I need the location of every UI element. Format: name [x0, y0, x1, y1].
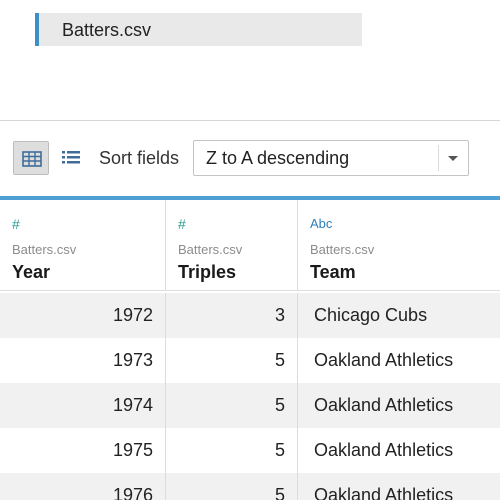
- year-cell[interactable]: 1975: [0, 428, 166, 473]
- team-cell[interactable]: Chicago Cubs: [314, 305, 428, 325]
- triples-cell[interactable]: 5: [166, 338, 298, 383]
- year-cell[interactable]: 1976: [0, 473, 166, 500]
- toolbar-divider: [0, 120, 500, 121]
- column-source: Batters.csv: [310, 242, 375, 257]
- triples-cell[interactable]: 5: [166, 473, 298, 500]
- column-name: Year: [12, 262, 51, 282]
- triples-cell[interactable]: 3: [166, 293, 298, 338]
- header-accent-bar: [0, 196, 500, 200]
- table-row: 1972 3 Chicago Cubs: [0, 293, 500, 338]
- team-cell[interactable]: Oakland Athletics: [314, 395, 454, 415]
- table-row: 1973 5 Oakland Athletics: [0, 338, 500, 383]
- sort-fields-label: Sort fields: [99, 148, 180, 168]
- data-grid: # Batters.csv Year # Batters.csv Triples…: [0, 196, 500, 500]
- triples-cell[interactable]: 5: [166, 428, 298, 473]
- table-row: 1974 5 Oakland Athletics: [0, 383, 500, 428]
- year-cell[interactable]: 1974: [0, 383, 166, 428]
- table-row: 1975 5 Oakland Athletics: [0, 428, 500, 473]
- grid-icon: [22, 151, 42, 167]
- table-row: 1976 5 Oakland Athletics: [0, 473, 500, 500]
- header-divider: [0, 290, 500, 291]
- number-type-icon[interactable]: #: [178, 216, 186, 232]
- dropdown-separator: [438, 145, 439, 171]
- number-type-icon[interactable]: #: [12, 216, 20, 232]
- team-cell[interactable]: Oakland Athletics: [314, 485, 454, 500]
- string-type-icon[interactable]: Abc: [310, 216, 333, 231]
- column-header-year[interactable]: # Batters.csv Year: [0, 200, 166, 290]
- sort-fields-value: Z to A descending: [206, 148, 350, 168]
- grid-toolbar: Sort fields Z to A descending: [0, 121, 500, 196]
- team-cell[interactable]: Oakland Athletics: [314, 350, 454, 370]
- data-source-file-chip[interactable]: Batters.csv: [35, 13, 362, 46]
- triples-cell[interactable]: 5: [166, 383, 298, 428]
- column-header-triples[interactable]: # Batters.csv Triples: [166, 200, 298, 290]
- column-name: Triples: [178, 262, 237, 282]
- year-cell[interactable]: 1972: [0, 293, 166, 338]
- column-name: Team: [310, 262, 356, 282]
- chevron-down-icon: [448, 156, 458, 161]
- team-cell[interactable]: Oakland Athletics: [314, 440, 454, 460]
- file-name: Batters.csv: [62, 20, 152, 40]
- column-source: Batters.csv: [12, 242, 77, 257]
- list-view-button[interactable]: [56, 143, 86, 173]
- grid-view-button[interactable]: [13, 141, 49, 175]
- sort-fields-dropdown[interactable]: Z to A descending: [193, 140, 469, 176]
- column-source: Batters.csv: [178, 242, 243, 257]
- list-icon: [62, 151, 80, 164]
- column-header-team[interactable]: Abc Batters.csv Team: [298, 200, 500, 290]
- year-cell[interactable]: 1973: [0, 338, 166, 383]
